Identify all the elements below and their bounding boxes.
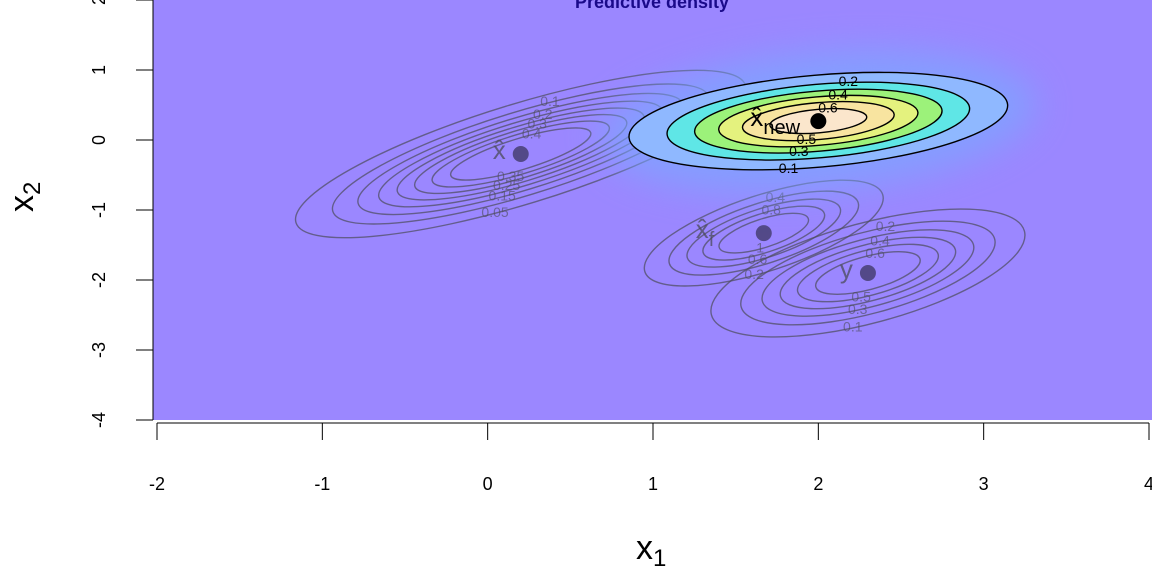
contour-label: 0.35 <box>497 168 524 184</box>
y-tick-label: -3 <box>89 342 109 358</box>
point <box>755 225 772 242</box>
contour-label: 0.6 <box>748 251 768 267</box>
point <box>810 113 827 130</box>
x-tick-label: 0 <box>483 474 493 494</box>
y-tick-label: 1 <box>89 65 109 75</box>
y-tick-label: -1 <box>89 202 109 218</box>
contour-label: 0.1 <box>779 160 799 176</box>
contour <box>814 251 921 295</box>
point-label: y <box>840 254 853 284</box>
y-tick-label: -4 <box>89 412 109 428</box>
x-tick-label: 2 <box>813 474 823 494</box>
y-tick-label: 2 <box>89 0 109 5</box>
contour <box>761 229 975 317</box>
plot-area: 0.050.10.150.20.250.30.350.4x̂0.20.40.60… <box>153 0 1152 420</box>
contour-label: 0.3 <box>789 143 809 159</box>
x-tick-label: 3 <box>979 474 989 494</box>
contour-label: 1 <box>756 240 764 256</box>
contour-label: 0.5 <box>851 288 871 304</box>
contour <box>718 212 810 254</box>
y-axis-label-sub: 2 <box>19 182 46 195</box>
y-axis-label-main: x <box>3 195 41 212</box>
point-label-main: x̂ <box>493 135 506 165</box>
contour <box>668 190 860 276</box>
contour-label: 0.05 <box>481 204 508 220</box>
point-label-main: y <box>840 254 853 284</box>
point-label-main: x̂ <box>696 214 709 244</box>
background <box>153 0 1152 420</box>
x-axis-label: x1 <box>636 529 666 572</box>
contour-label: 0.4 <box>766 189 786 205</box>
contour-label: 0.4 <box>522 125 542 141</box>
x-tick-label: 1 <box>648 474 658 494</box>
contour <box>740 220 996 326</box>
point-label: x̂f <box>696 214 715 251</box>
chart-title: Predictive density <box>575 0 729 12</box>
point-label-sub: new <box>763 117 800 139</box>
contour-label: 0.2 <box>876 218 896 234</box>
point-label-main: x̂ <box>750 102 763 132</box>
contour <box>779 236 957 310</box>
contour-label: 0.6 <box>818 99 838 115</box>
point-label: x̂new <box>750 102 800 139</box>
contour <box>449 127 592 181</box>
contour-label: 0.1 <box>540 93 560 109</box>
contour-label: 0.4 <box>870 232 890 248</box>
contour <box>710 208 1026 338</box>
y-tick-label: 0 <box>89 135 109 145</box>
contour <box>796 243 940 303</box>
contour-label: 0.2 <box>839 73 859 89</box>
contour-label: 0.3 <box>848 301 868 317</box>
y-tick-label: -2 <box>89 272 109 288</box>
x-tick-label: -2 <box>149 474 165 494</box>
contour-label: 0.25 <box>493 177 520 193</box>
contour-label: 0.6 <box>865 245 885 261</box>
x-axis-label-main: x <box>636 529 653 567</box>
point <box>512 146 529 162</box>
point-label-sub: f <box>709 229 715 251</box>
x-tick-label: 4 <box>1144 474 1152 494</box>
contour-label: 0.8 <box>761 202 781 218</box>
contour <box>643 179 884 287</box>
contour-label: 0.3 <box>527 116 547 132</box>
x-axis-label-sub: 1 <box>653 545 666 572</box>
contour-label: 0.4 <box>828 86 848 102</box>
x-tick-label: -1 <box>314 474 330 494</box>
contour <box>702 205 826 261</box>
contour-label: 0.2 <box>533 106 553 122</box>
y-axis-label: x2 <box>3 182 46 212</box>
contour-label: 0.15 <box>489 188 516 204</box>
contour-label: 0.1 <box>843 319 863 335</box>
point-label: x̂ <box>493 135 506 165</box>
contour <box>686 198 842 268</box>
contour-label: 0.5 <box>797 131 817 147</box>
point <box>859 265 876 281</box>
